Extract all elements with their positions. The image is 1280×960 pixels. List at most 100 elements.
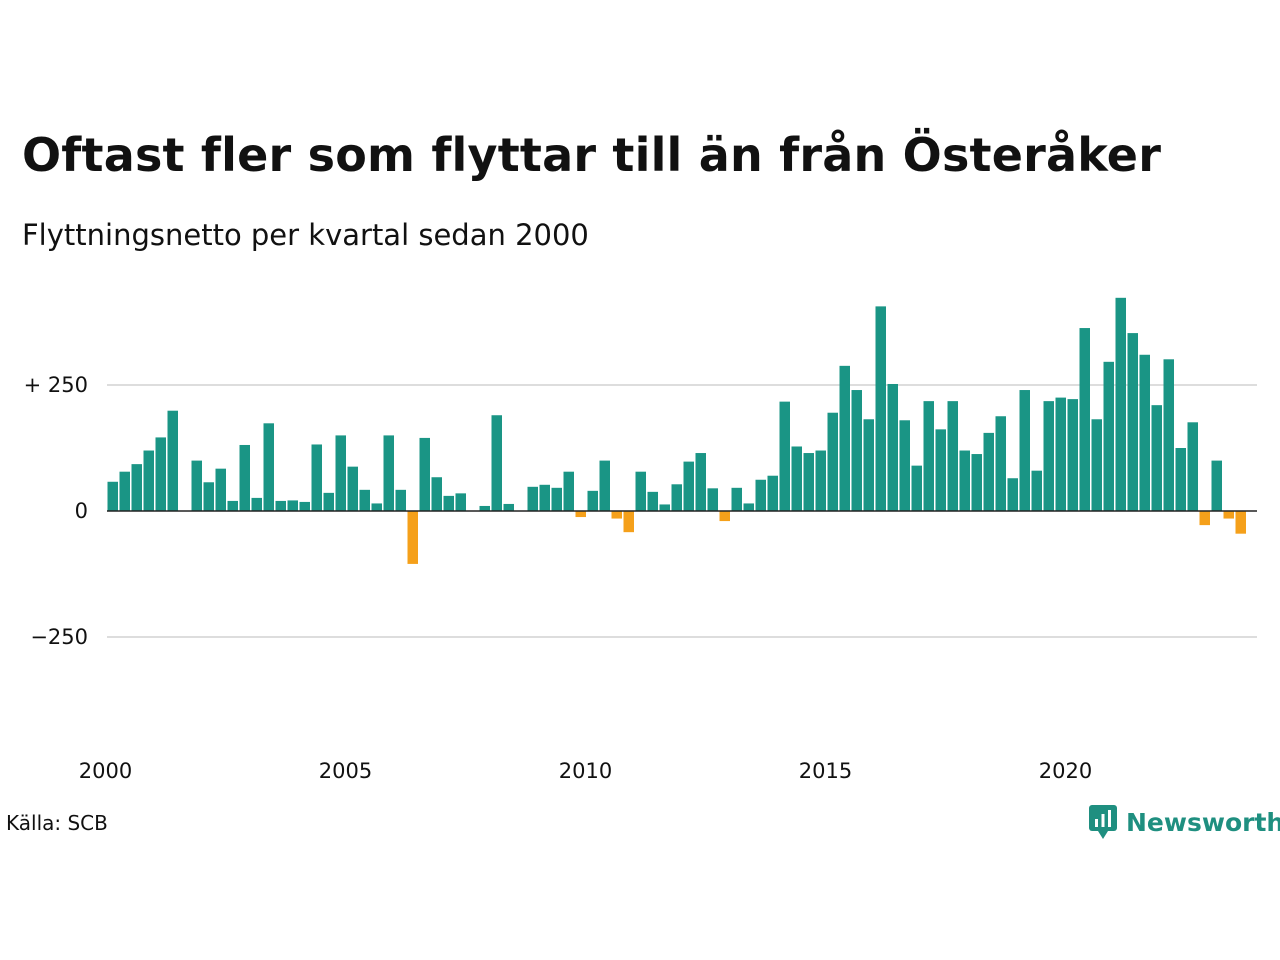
brand-name: Newsworthy [1126,808,1280,837]
bar [108,482,119,511]
bar [1152,405,1163,511]
bar [564,472,575,511]
bar [948,401,959,511]
brand-logo[interactable]: Newsworthy [1088,804,1280,840]
bar [672,484,683,511]
bar [132,464,143,511]
bars [108,298,1247,564]
bar [1236,511,1247,534]
bar [1020,390,1031,511]
bar [900,420,911,511]
bar [120,472,131,511]
bar [696,453,707,511]
bar [792,446,803,511]
bar [324,493,335,511]
bar [912,466,923,511]
bar [204,482,215,511]
x-tick-label: 2005 [319,759,372,783]
bar [960,451,971,511]
bar [492,415,503,511]
bar [936,429,947,511]
bar [1092,419,1103,511]
bar [396,490,407,511]
bar [444,496,455,511]
bar [1176,448,1187,511]
bar [852,390,863,511]
bar [972,454,983,511]
y-tick-label: + 250 [24,373,88,397]
bar [240,445,251,511]
bar [588,491,599,511]
bar [1188,422,1199,511]
source-note: Källa: SCB [6,811,108,835]
bar [1068,399,1079,511]
chart-page: Oftast fler som flyttar till än från Öst… [0,0,1280,960]
bar [924,401,935,511]
bar [348,467,359,511]
bar-chart: + 250 0 −250 2000 2005 2010 2015 2020 [0,0,1280,800]
bar [228,501,239,511]
bar [456,493,467,511]
bar [828,413,839,511]
bar [600,461,611,511]
y-tick-label: −250 [30,625,88,649]
x-tick-label: 2015 [799,759,852,783]
x-tick-label: 2010 [559,759,612,783]
bar [756,480,767,511]
bar [1200,511,1211,525]
bar [804,453,815,511]
bar [540,485,551,511]
bar [684,462,695,511]
bar [612,511,623,519]
bar [1164,359,1175,511]
bar [288,500,299,511]
bar [1116,298,1127,511]
bar [528,487,539,511]
bar [372,503,383,511]
bar [1080,328,1091,511]
bar [864,419,875,511]
bar [660,504,671,511]
bar [984,433,995,511]
bar [384,435,395,511]
newsworthy-logo-icon [1088,804,1118,840]
bar [888,384,899,511]
bar [1212,461,1223,511]
bar [876,306,887,511]
bar [504,504,515,511]
x-tick-label: 2000 [79,759,132,783]
bar [1128,333,1139,511]
x-tick-label: 2020 [1039,759,1092,783]
y-axis-ticks: + 250 0 −250 [24,373,88,649]
bar [216,469,227,511]
x-axis-ticks: 2000 2005 2010 2015 2020 [79,759,1092,783]
bar [1044,401,1055,511]
bar [312,444,323,511]
bar [780,402,791,511]
bar [720,511,731,521]
bar [168,411,179,511]
bar [252,498,263,511]
bar [648,492,659,511]
y-tick-label: 0 [75,499,88,523]
bar [264,423,275,511]
bar [360,490,371,511]
bar [636,472,647,511]
bar [144,451,155,511]
bar [1104,362,1115,511]
bar [732,488,743,511]
bar [624,511,635,532]
bar [408,511,419,564]
bar [480,506,491,511]
bar [276,501,287,511]
bar [744,503,755,511]
bar [816,451,827,511]
bar [708,488,719,511]
bar [1032,471,1043,511]
bar [768,476,779,511]
bar [192,461,203,511]
bar [1056,398,1067,511]
bar [420,438,431,511]
bar [552,488,563,511]
bar [1140,355,1151,511]
